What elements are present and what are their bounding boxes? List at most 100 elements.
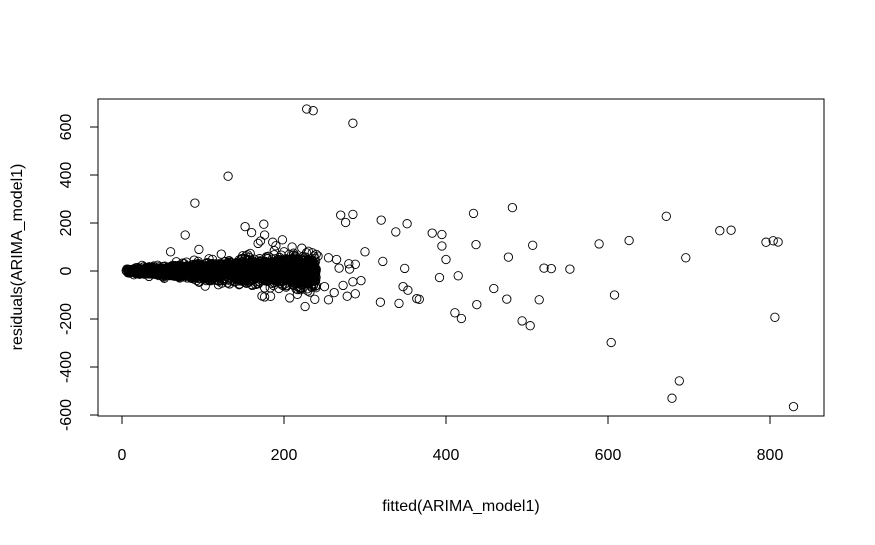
x-tick-label: 0 — [118, 447, 127, 464]
plot-frame — [97, 98, 825, 417]
data-point — [303, 256, 313, 266]
data-point — [309, 268, 320, 278]
data-point — [289, 280, 299, 291]
data-point — [281, 257, 291, 267]
data-point — [308, 274, 318, 284]
data-point — [292, 267, 303, 277]
data-point — [308, 106, 318, 116]
data-point — [212, 275, 222, 285]
data-point — [334, 263, 344, 273]
data-point — [606, 337, 616, 348]
data-point — [302, 104, 312, 114]
x-tick-label: 600 — [595, 447, 622, 464]
data-point — [259, 292, 270, 302]
data-point — [268, 237, 278, 247]
y-tick-label: 400 — [58, 162, 75, 189]
data-point — [309, 251, 319, 261]
data-point — [272, 260, 282, 271]
data-point — [770, 312, 780, 322]
data-point — [213, 261, 223, 271]
data-point — [277, 235, 288, 245]
data-point — [400, 263, 410, 274]
data-point — [124, 266, 134, 276]
data-point — [391, 227, 401, 237]
data-point — [329, 287, 339, 298]
data-point — [180, 230, 190, 240]
data-point — [489, 283, 499, 294]
data-point — [403, 285, 413, 295]
data-point — [165, 247, 176, 257]
data-point — [290, 251, 300, 261]
data-point — [154, 262, 164, 272]
data-point — [202, 265, 213, 275]
data-point — [294, 268, 305, 278]
data-point — [251, 270, 261, 280]
data-point — [190, 198, 200, 208]
data-point — [768, 236, 778, 246]
data-point — [223, 171, 233, 181]
y-tick-label: -200 — [58, 303, 75, 335]
data-point — [276, 250, 286, 260]
x-axis: 0 200 400 600 800 — [118, 415, 784, 464]
data-point — [471, 239, 481, 250]
data-point — [181, 267, 192, 277]
data-point — [456, 313, 467, 324]
data-point — [525, 321, 535, 331]
data-point — [143, 265, 153, 275]
data-point — [280, 267, 290, 278]
data-point — [503, 252, 514, 262]
data-point — [213, 280, 224, 290]
data-point — [259, 230, 270, 240]
data-point — [398, 281, 408, 292]
data-point — [323, 295, 334, 305]
data-point — [134, 269, 144, 279]
data-point — [231, 269, 242, 279]
data-point — [246, 255, 257, 266]
data-point — [348, 277, 358, 287]
data-point — [319, 281, 330, 292]
data-point — [244, 276, 254, 286]
data-point — [761, 237, 771, 247]
data-point — [534, 295, 544, 305]
data-point — [271, 241, 281, 251]
data-point — [715, 226, 725, 236]
data-point — [441, 254, 451, 265]
data-point — [125, 264, 135, 275]
data-point — [216, 249, 226, 259]
data-point — [279, 247, 289, 257]
data-point — [233, 258, 243, 269]
data-point — [528, 240, 538, 250]
data-point — [256, 258, 266, 268]
data-point — [185, 262, 195, 272]
data-point — [348, 209, 358, 220]
data-point — [297, 273, 307, 283]
data-point — [726, 225, 736, 235]
data-point — [268, 280, 279, 291]
y-axis: -600 -400 -200 0 200 400 600 — [58, 114, 99, 431]
data-point — [240, 268, 251, 278]
data-point — [179, 265, 189, 275]
data-point — [437, 241, 447, 251]
data-point — [350, 259, 360, 269]
data-point — [310, 265, 320, 275]
data-point — [539, 263, 549, 273]
data-point — [194, 268, 204, 278]
data-point — [310, 271, 320, 282]
data-point — [303, 246, 313, 256]
data-point — [281, 281, 291, 291]
data-point — [348, 118, 358, 128]
data-point — [306, 279, 317, 290]
data-point — [285, 293, 295, 303]
data-point — [437, 229, 447, 240]
data-point — [427, 228, 437, 238]
x-tick-label: 800 — [757, 447, 784, 464]
data-point — [313, 251, 323, 261]
data-point — [565, 264, 575, 274]
data-point — [360, 247, 370, 257]
data-point — [189, 260, 199, 270]
x-tick-label: 400 — [433, 447, 460, 464]
data-point — [331, 254, 342, 265]
data-point — [300, 261, 310, 271]
